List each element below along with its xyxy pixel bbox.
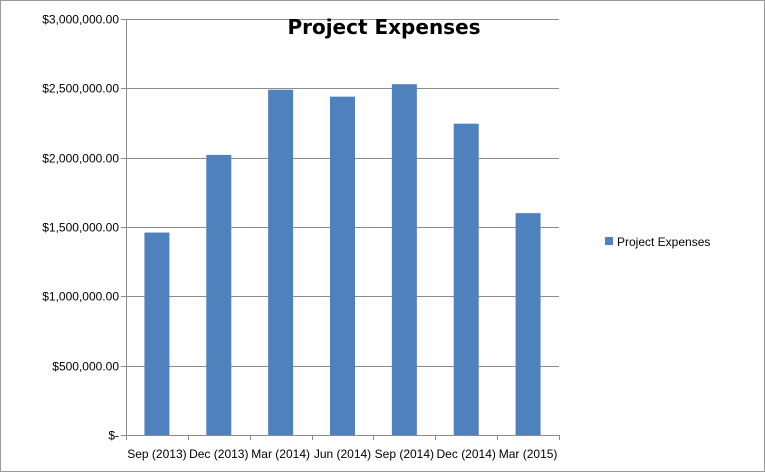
y-tick-labels: $- $500,000.00 $1,000,000.00 $1,500,000.00 $… bbox=[42, 13, 119, 443]
bar bbox=[144, 232, 170, 435]
legend-swatch bbox=[605, 237, 613, 245]
y-tick-label: $2,500,000.00 bbox=[42, 82, 119, 96]
x-tick-label: Dec (2013) bbox=[189, 447, 248, 461]
x-tick-labels: Sep (2013) Dec (2013) Mar (2014) Jun (2014)… bbox=[127, 447, 557, 461]
x-tick-label: Sep (2014) bbox=[375, 447, 434, 461]
x-tick-label: Sep (2013) bbox=[127, 447, 186, 461]
bar bbox=[453, 123, 479, 436]
bar bbox=[268, 89, 294, 435]
x-tick-label: Jun (2014) bbox=[314, 447, 371, 461]
chart-title: Project Expenses bbox=[287, 15, 480, 39]
y-tick-label: $1,000,000.00 bbox=[42, 290, 119, 304]
y-tick-label: $- bbox=[108, 429, 119, 443]
axes bbox=[121, 19, 560, 440]
y-tick-label: $1,500,000.00 bbox=[42, 221, 119, 235]
legend: Project Expenses bbox=[605, 235, 710, 249]
bar bbox=[515, 213, 541, 435]
y-tick-label: $500,000.00 bbox=[52, 360, 119, 374]
y-tick-label: $3,000,000.00 bbox=[42, 13, 119, 27]
x-tick-label: Mar (2014) bbox=[251, 447, 310, 461]
bar bbox=[391, 84, 417, 435]
bar bbox=[206, 154, 232, 436]
bar bbox=[330, 96, 355, 436]
x-tick-label: Dec (2014) bbox=[437, 447, 496, 461]
legend-label: Project Expenses bbox=[617, 235, 710, 249]
bars bbox=[144, 84, 541, 436]
y-tick-label: $2,000,000.00 bbox=[42, 152, 119, 166]
x-tick-label: Mar (2015) bbox=[499, 447, 558, 461]
